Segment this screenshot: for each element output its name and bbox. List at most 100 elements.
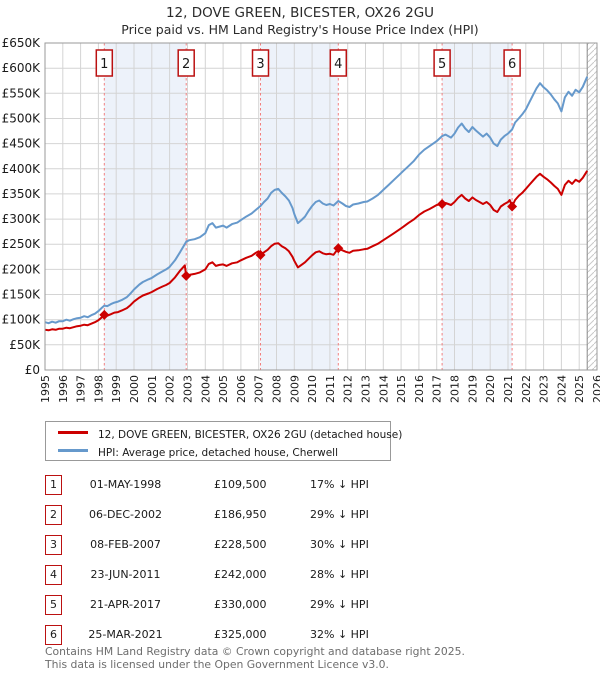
x-axis-tick-label: 1996 xyxy=(57,375,70,403)
x-axis-tick-label: 2009 xyxy=(288,375,301,403)
sale-number-box xyxy=(95,49,114,77)
sale-number-badge: 6 xyxy=(45,625,62,645)
y-axis-tick-label: £400K xyxy=(2,162,42,176)
sale-number-badge: 5 xyxy=(45,595,62,615)
x-axis-tick-label: 2011 xyxy=(324,375,337,403)
sale-hpi-diff: 28% ↓ HPI xyxy=(310,568,369,581)
license-footer: Contains HM Land Registry data © Crown c… xyxy=(45,645,465,671)
x-axis-tick-label: 2007 xyxy=(253,375,266,403)
table-row: 2 06-DEC-2002 £186,950 29% ↓ HPI xyxy=(0,504,600,534)
y-axis-tick-label: £450K xyxy=(2,137,42,151)
y-axis-tick-label: £550K xyxy=(2,86,42,100)
x-axis-tick-label: 2004 xyxy=(199,375,212,403)
y-axis-tick-label: £600K xyxy=(2,61,42,75)
legend-label-hpi: HPI: Average price, detached house, Cher… xyxy=(98,447,339,459)
sale-price: £228,500 xyxy=(214,538,267,551)
property-line-swatch xyxy=(58,430,88,434)
table-row: 1 01-MAY-1998 £109,500 17% ↓ HPI xyxy=(0,474,600,504)
sale-hpi-diff: 29% ↓ HPI xyxy=(310,508,369,521)
x-axis-tick-label: 2026 xyxy=(591,375,600,403)
y-axis-tick-label: £150K xyxy=(2,288,42,302)
sale-hpi-diff: 32% ↓ HPI xyxy=(310,628,369,641)
sale-number-label: 5 xyxy=(438,57,446,72)
legend-item-hpi: HPI: Average price, detached house, Cher… xyxy=(46,442,390,460)
sale-date: 01-MAY-1998 xyxy=(89,478,162,491)
hpi-line-swatch xyxy=(58,448,88,452)
x-axis-tick-label: 2023 xyxy=(538,375,551,403)
sale-point-marker xyxy=(437,199,448,209)
x-axis-tick-label: 2002 xyxy=(164,375,177,403)
legend-label-property: 12, DOVE GREEN, BICESTER, OX26 2GU (deta… xyxy=(98,429,403,441)
y-axis-tick-label: £350K xyxy=(2,187,42,201)
x-axis-tick-label: 2001 xyxy=(146,375,159,403)
x-axis-tick-label: 2012 xyxy=(342,375,355,403)
x-axis-tick-label: 2017 xyxy=(431,375,444,403)
sale-price: £242,000 xyxy=(214,568,267,581)
sale-hpi-diff: 30% ↓ HPI xyxy=(310,538,369,551)
page-title: 12, DOVE GREEN, BICESTER, OX26 2GU xyxy=(165,5,435,21)
y-axis-tick-label: £50K xyxy=(9,338,41,352)
y-axis-tick-label: £300K xyxy=(2,212,42,226)
y-axis-tick-label: £250K xyxy=(2,237,42,251)
x-axis-tick-label: 2014 xyxy=(377,375,390,403)
series-line xyxy=(44,76,589,325)
x-axis-tick-label: 2000 xyxy=(128,375,141,403)
x-axis-tick-label: 2016 xyxy=(413,375,426,403)
sale-number-box xyxy=(433,49,451,77)
future-hatch-region xyxy=(587,43,597,370)
sale-hpi-diff: 29% ↓ HPI xyxy=(310,598,369,611)
x-axis-tick-label: 1999 xyxy=(110,375,123,403)
sale-number-box xyxy=(329,49,348,77)
series-line xyxy=(44,170,589,332)
x-axis-tick-label: 2008 xyxy=(271,375,284,403)
table-row: 3 08-FEB-2007 £228,500 30% ↓ HPI xyxy=(0,534,600,564)
sale-point-marker xyxy=(181,270,192,281)
y-axis-tick-label: £500K xyxy=(2,112,42,126)
y-axis-tick-label: £650K xyxy=(2,38,42,50)
sale-date: 06-DEC-2002 xyxy=(88,508,163,521)
x-axis-tick-label: 1997 xyxy=(75,375,88,403)
legend-item-property: 12, DOVE GREEN, BICESTER, OX26 2GU (deta… xyxy=(46,424,402,442)
sale-number-badge: 2 xyxy=(45,505,62,525)
table-row: 4 23-JUN-2011 £242,000 28% ↓ HPI xyxy=(0,564,600,594)
sale-number-label: 6 xyxy=(508,57,516,72)
sale-point-marker xyxy=(333,243,344,254)
table-row: 6 25-MAR-2021 £325,000 32% ↓ HPI xyxy=(0,624,600,654)
sale-point-marker xyxy=(507,201,518,212)
x-axis-tick-label: 2005 xyxy=(217,375,230,403)
price-history-chart: 1 2 3 4 5 6 £0 £50K £100K £150K £200K £250K £300K £35… xyxy=(2,38,600,403)
sale-number-label: 4 xyxy=(334,57,342,72)
sale-number-badge: 1 xyxy=(45,475,62,495)
x-axis-tick-label: 2025 xyxy=(573,375,586,403)
sale-price: £186,950 xyxy=(214,508,267,521)
footer-line-2: This data is licensed under the Open Gov… xyxy=(45,657,389,671)
page-subtitle: Price paid vs. HM Land Registry's House … xyxy=(121,22,479,37)
sale-number-badge: 4 xyxy=(45,565,62,585)
x-axis-tick-label: 2006 xyxy=(235,375,248,403)
x-axis-tick-label: 2019 xyxy=(466,375,479,403)
sale-point-marker xyxy=(255,250,266,260)
sale-date: 21-APR-2017 xyxy=(89,598,162,611)
sale-number-box xyxy=(503,49,521,77)
x-axis-tick-label: 2013 xyxy=(360,375,373,403)
sale-number-label: 1 xyxy=(100,57,108,72)
sale-date: 25-MAR-2021 xyxy=(88,628,163,641)
chart-legend: 12, DOVE GREEN, BICESTER, OX26 2GU (deta… xyxy=(45,421,402,461)
x-axis-tick-label: 2020 xyxy=(484,375,497,403)
x-axis-tick-label: 2018 xyxy=(449,375,462,403)
footer-line-1: Contains HM Land Registry data © Crown c… xyxy=(45,645,465,658)
sale-date: 23-JUN-2011 xyxy=(90,568,161,581)
x-axis-tick-label: 2010 xyxy=(306,375,319,403)
sale-point-marker xyxy=(99,309,110,320)
sale-price: £109,500 xyxy=(214,478,267,491)
sale-number-label: 2 xyxy=(182,57,190,72)
sale-number-box xyxy=(251,49,270,77)
sale-price: £330,000 xyxy=(214,598,267,611)
sale-date: 08-FEB-2007 xyxy=(90,538,161,551)
y-axis-tick-label: £0 xyxy=(25,363,40,377)
sale-hpi-diff: 17% ↓ HPI xyxy=(310,478,369,491)
x-axis-tick-label: 2015 xyxy=(395,375,408,403)
y-axis-tick-label: £200K xyxy=(2,262,42,276)
between-sales-band xyxy=(260,43,339,370)
x-axis-tick-label: 1998 xyxy=(92,375,105,403)
